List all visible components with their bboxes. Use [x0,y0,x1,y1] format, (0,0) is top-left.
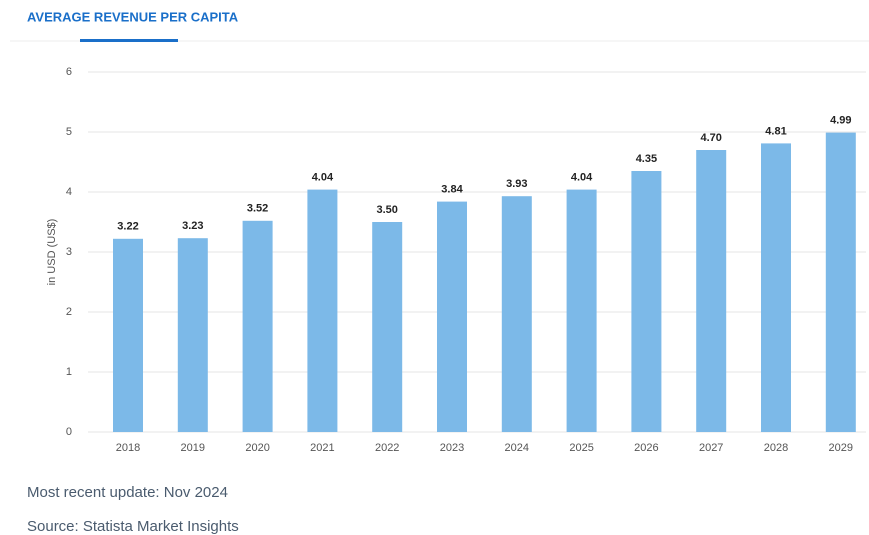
value-label: 4.99 [830,115,851,127]
x-tick-label: 2020 [245,442,269,454]
value-label: 4.35 [636,153,657,165]
bar [761,143,791,432]
value-label: 3.84 [441,184,463,196]
bar [696,150,727,432]
x-tick-label: 2027 [699,442,723,454]
bar [242,220,273,432]
bar [825,132,856,432]
y-tick-label: 2 [66,306,72,318]
x-tick-label: 2021 [310,442,334,454]
bar [177,238,208,432]
x-tick-label: 2018 [116,442,140,454]
bar [113,238,143,432]
value-label: 3.23 [182,220,203,232]
x-tick-label: 2024 [505,442,529,454]
bar [437,201,467,432]
value-label: 3.52 [247,203,268,215]
y-tick-label: 4 [66,186,72,198]
source-note: Source: Statista Market Insights [27,518,239,535]
bar [501,196,532,432]
bar [566,189,597,432]
bar [631,171,662,432]
value-label: 4.04 [312,172,334,184]
value-label: 3.50 [376,204,397,216]
tab-title[interactable]: AVERAGE REVENUE PER CAPITA [27,9,239,24]
y-tick-label: 5 [66,126,72,138]
x-tick-label: 2029 [829,442,853,454]
value-label: 4.81 [765,125,786,137]
update-note: Most recent update: Nov 2024 [27,484,228,501]
x-tick-label: 2019 [181,442,205,454]
tab-underline [80,39,178,42]
x-tick-label: 2023 [440,442,464,454]
x-tick-label: 2026 [634,442,658,454]
value-label: 4.70 [700,132,721,144]
y-tick-label: 0 [66,426,72,438]
x-tick-label: 2025 [569,442,593,454]
y-tick-label: 3 [66,246,72,258]
value-label: 3.22 [117,221,138,233]
x-tick-label: 2028 [764,442,788,454]
bar [372,222,403,432]
x-tick-label: 2022 [375,442,399,454]
bar [307,189,338,432]
y-tick-label: 1 [66,366,72,378]
y-axis-label: in USD (US$) [46,219,58,286]
y-tick-label: 6 [66,66,72,78]
value-label: 3.93 [506,178,527,190]
value-label: 4.04 [571,172,593,184]
